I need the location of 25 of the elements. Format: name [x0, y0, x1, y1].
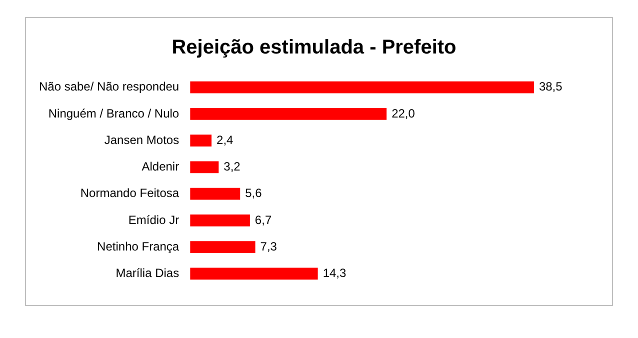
bar: [190, 81, 534, 94]
y-tick-label: Jansen Motos: [104, 132, 180, 147]
data-label: 3,2: [224, 160, 241, 174]
y-tick-label: Netinho França: [97, 239, 180, 254]
bar: [190, 214, 250, 226]
data-label: 7,3: [260, 239, 278, 254]
bar: [190, 161, 219, 174]
data-label: 2,4: [216, 132, 234, 147]
bar: [190, 268, 318, 280]
bar: [190, 188, 240, 200]
y-tick-label: Ninguém / Branco / Nulo: [48, 106, 180, 120]
bar: [190, 134, 212, 147]
y-tick-label: Marília Dias: [116, 266, 180, 280]
y-tick-label: Não sabe/ Não respondeu: [38, 80, 180, 94]
chart-title: Rejeição estimulada - Prefeito: [172, 36, 456, 59]
y-tick-label: Emídio Jr: [128, 212, 180, 227]
data-label: 6,7: [254, 212, 272, 227]
data-label: 14,3: [322, 266, 346, 280]
y-tick-label: Aldenir: [142, 160, 180, 174]
y-tick-label: Normando Feitosa: [80, 186, 180, 200]
bar: [190, 108, 387, 120]
bar: [190, 241, 256, 254]
data-label: 22,0: [392, 106, 416, 120]
data-label: 5,6: [245, 186, 262, 200]
data-label: 38,5: [538, 80, 563, 94]
